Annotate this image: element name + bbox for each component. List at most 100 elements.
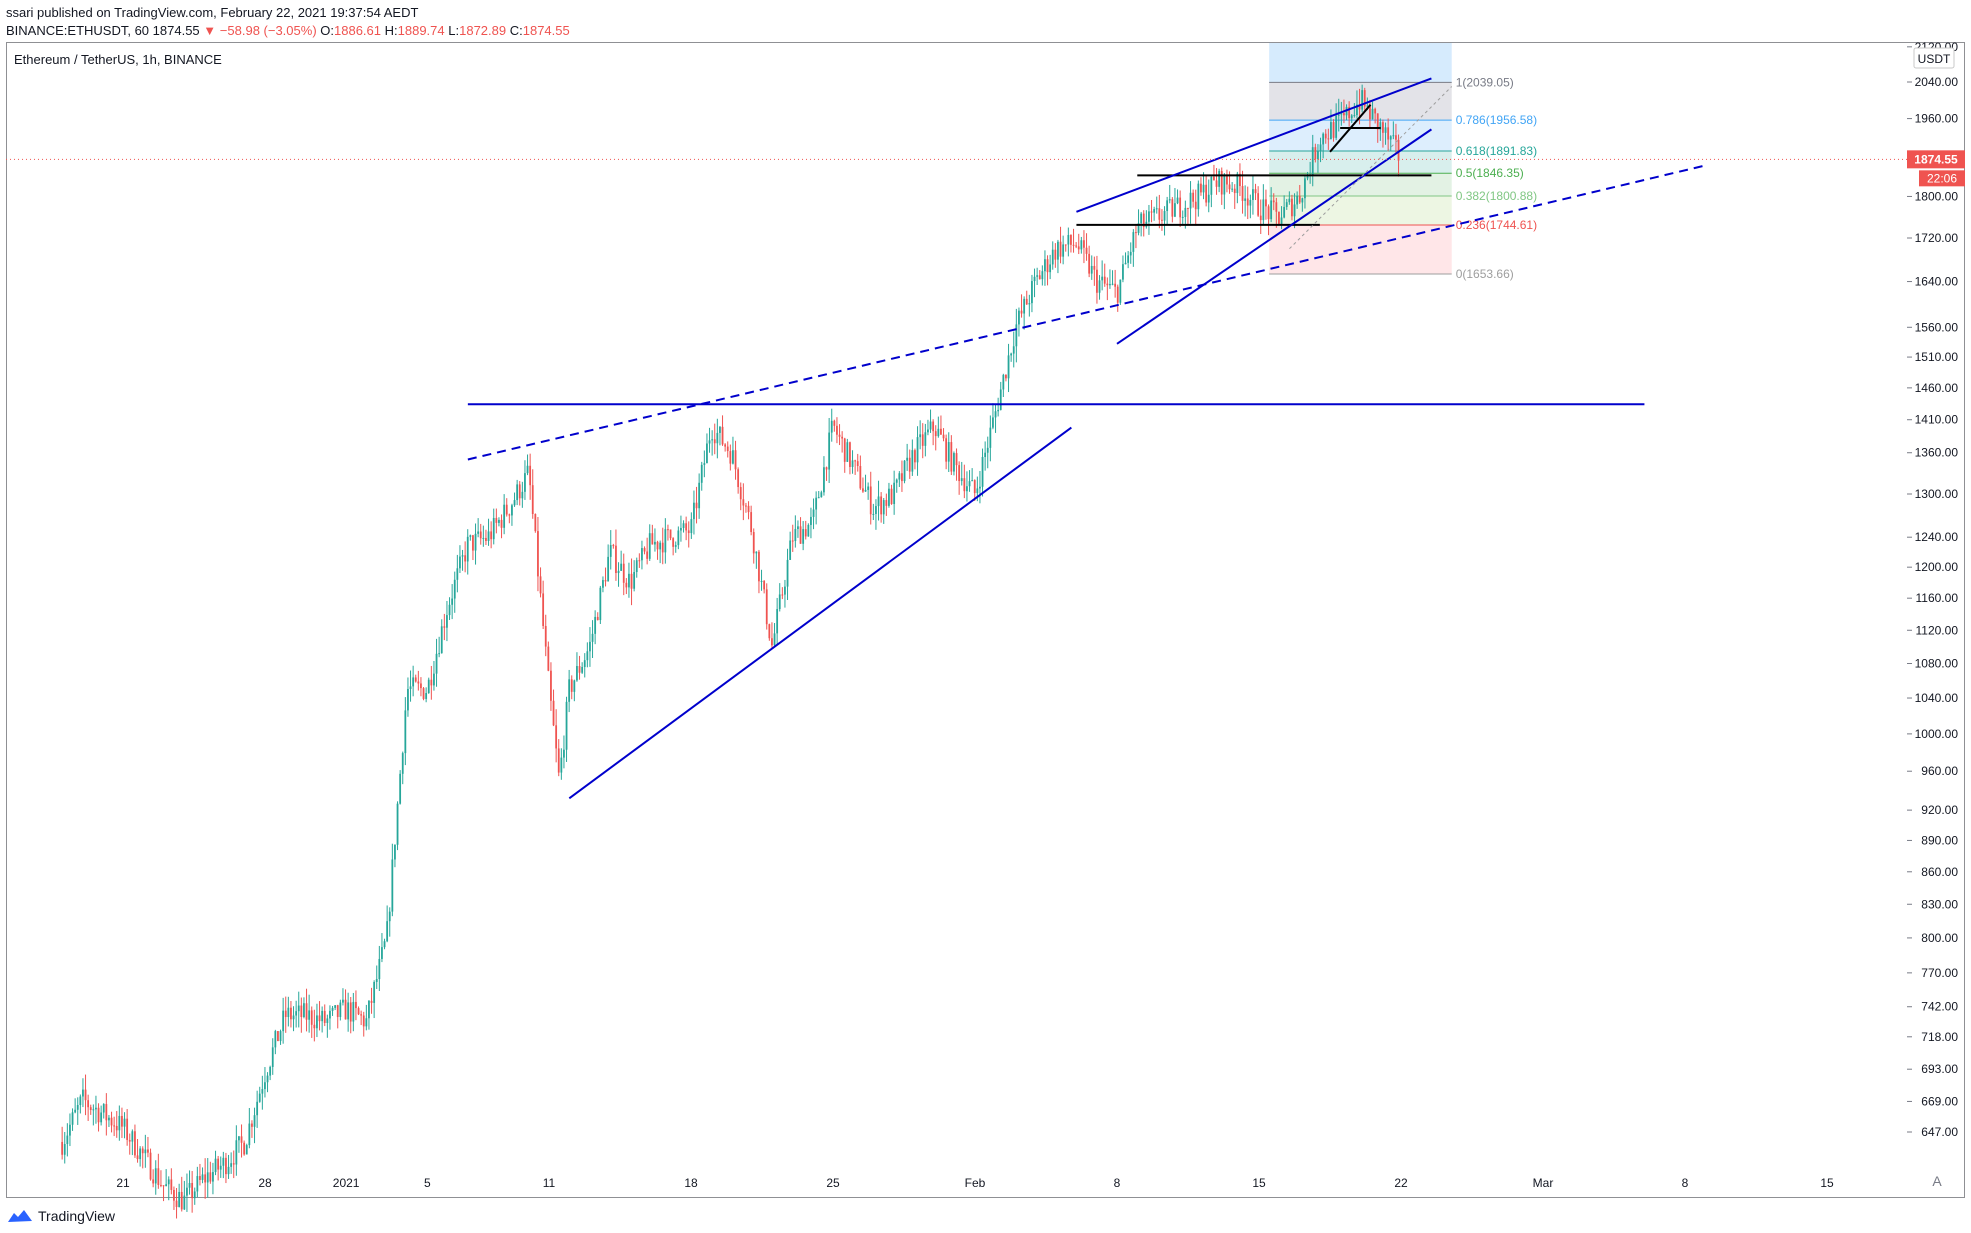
candle-body bbox=[893, 482, 896, 505]
candle-body bbox=[989, 427, 992, 448]
candle-body bbox=[79, 1096, 82, 1106]
candle-body bbox=[557, 748, 560, 773]
candle-body bbox=[167, 1179, 170, 1185]
candle-body bbox=[1103, 276, 1106, 284]
price-tick-label: 1300.00 bbox=[1915, 487, 1959, 501]
candle-body bbox=[1189, 192, 1192, 209]
candle-body bbox=[1220, 170, 1223, 195]
candle-body bbox=[1249, 199, 1252, 206]
drawings[interactable] bbox=[467, 77, 1706, 800]
candle-body bbox=[420, 683, 422, 689]
price-axis[interactable]: 2120.002040.001960.001880.001800.001720.… bbox=[1907, 40, 1958, 1139]
candle-body bbox=[817, 497, 820, 499]
candle-body bbox=[357, 1008, 360, 1015]
candle-body bbox=[1280, 217, 1283, 224]
settings-icon[interactable]: A bbox=[1932, 1173, 1942, 1189]
candle-body bbox=[942, 434, 945, 439]
candle-body bbox=[594, 616, 597, 634]
fib-level-label: 1(2039.05) bbox=[1456, 75, 1514, 89]
candle-body bbox=[976, 488, 979, 494]
candle-body bbox=[843, 438, 846, 462]
candle-body bbox=[1010, 353, 1013, 356]
candle-body bbox=[258, 1093, 261, 1102]
candle-body bbox=[565, 701, 568, 750]
candle-body bbox=[1096, 269, 1098, 293]
time-axis[interactable]: 21 28 2021 5 11 18 25 Feb 8 15 22 Mar 8 15 bbox=[116, 1176, 1834, 1190]
candle-body bbox=[100, 1112, 103, 1123]
time-tick-label: 25 bbox=[826, 1176, 840, 1190]
candle-body bbox=[958, 465, 961, 482]
currency-box[interactable]: USDT bbox=[1913, 47, 1955, 69]
candle-body bbox=[620, 563, 623, 571]
candle-body bbox=[212, 1172, 214, 1182]
candle-body bbox=[955, 453, 958, 466]
candle-body bbox=[789, 540, 792, 560]
symbol-ohlc-line: BINANCE:ETHUSDT, 60 1874.55 ▼ −58.98 (−3… bbox=[6, 22, 570, 40]
tradingview-logo-icon[interactable] bbox=[8, 1208, 32, 1224]
candle-body bbox=[290, 1007, 292, 1020]
fib-zone bbox=[1269, 173, 1452, 196]
candle-body bbox=[464, 555, 467, 562]
candle-body bbox=[950, 442, 953, 472]
candle-body bbox=[1369, 105, 1371, 120]
candle-body bbox=[1197, 183, 1200, 210]
candle-body bbox=[1090, 265, 1093, 274]
price-tick-label: 890.00 bbox=[1921, 833, 1958, 847]
trend-line[interactable] bbox=[1076, 77, 1432, 213]
candle-body bbox=[945, 438, 948, 462]
footer: TradingView bbox=[8, 1208, 115, 1224]
candle-body bbox=[1005, 374, 1007, 379]
fibonacci-retracement[interactable]: 1(2039.05) 0.786(1956.58) 0.618(1891.83) 0.… bbox=[1269, 43, 1537, 281]
candle-body bbox=[303, 1003, 305, 1017]
candle-body bbox=[586, 651, 589, 661]
candle-body bbox=[1181, 216, 1184, 218]
price-tick-label: 669.00 bbox=[1921, 1094, 1958, 1108]
candle-body bbox=[469, 535, 472, 537]
candle-body bbox=[331, 1007, 334, 1011]
last-price-label: 1874.55 bbox=[152, 23, 200, 38]
low-value: 1872.89 bbox=[459, 23, 507, 38]
candle-body bbox=[121, 1115, 123, 1127]
candle-body bbox=[292, 1015, 295, 1020]
price-tick-label: 800.00 bbox=[1921, 931, 1958, 945]
trend-line[interactable] bbox=[467, 164, 1706, 461]
candle-body bbox=[661, 542, 664, 553]
candle-body bbox=[459, 556, 461, 569]
candle-body bbox=[427, 679, 430, 694]
price-tick-label: 830.00 bbox=[1921, 897, 1958, 911]
trend-line[interactable] bbox=[1116, 128, 1432, 345]
candle-body bbox=[997, 409, 1000, 412]
candle-body bbox=[63, 1143, 66, 1155]
candle-body bbox=[591, 633, 594, 642]
candle-body bbox=[914, 450, 916, 463]
candle-body bbox=[1020, 310, 1023, 314]
candle-body bbox=[1228, 184, 1231, 190]
candle-body bbox=[1213, 176, 1215, 181]
candle-body bbox=[1059, 241, 1062, 257]
candle-body bbox=[820, 492, 823, 498]
candle-body bbox=[461, 555, 464, 557]
candle-body bbox=[882, 500, 885, 515]
candle-body bbox=[477, 531, 480, 534]
price-tick-label: 2040.00 bbox=[1915, 75, 1959, 89]
candle-body bbox=[344, 999, 347, 1020]
price-tick-label: 1640.00 bbox=[1915, 275, 1959, 289]
candle-body bbox=[399, 773, 402, 804]
candle-body bbox=[269, 1066, 272, 1076]
currency-label: USDT bbox=[1918, 52, 1951, 66]
candle-body bbox=[654, 541, 656, 545]
candle-body bbox=[615, 545, 617, 574]
candle-body bbox=[695, 502, 698, 509]
svg-text:A[interactable]: A bbox=[1932, 1173, 1942, 1189]
time-tick-label: 15 bbox=[1252, 1176, 1266, 1190]
candle-body bbox=[1353, 115, 1356, 117]
candle-body bbox=[365, 1018, 368, 1027]
candle-body bbox=[648, 533, 651, 559]
candle-body bbox=[232, 1163, 235, 1165]
candle-body bbox=[266, 1075, 269, 1083]
trend-line[interactable] bbox=[568, 426, 1072, 800]
candle-body bbox=[1116, 286, 1119, 303]
candle-body bbox=[225, 1157, 227, 1175]
low-label: L: bbox=[448, 23, 460, 38]
